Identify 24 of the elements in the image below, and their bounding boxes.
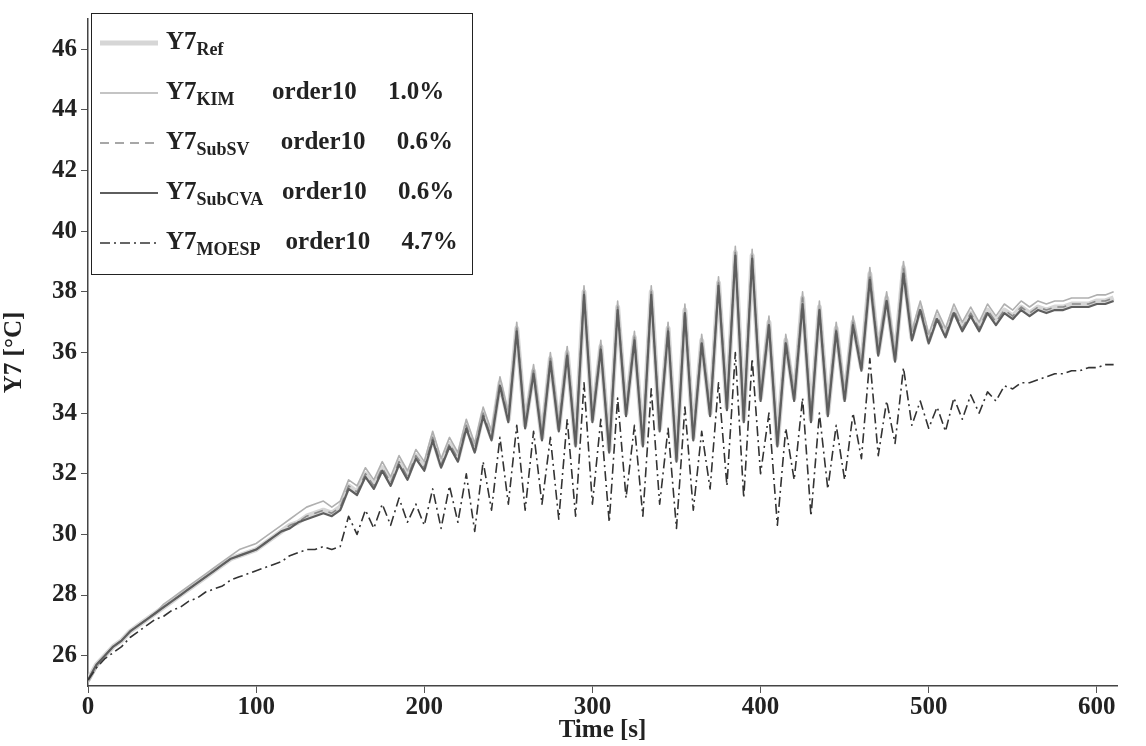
legend-label: Y7$_{SubCVA}$ order10 0.6%	[166, 176, 455, 210]
x-tick-label: 100	[237, 692, 275, 720]
y-tick-label: 46	[52, 33, 77, 61]
y-tick-label: 42	[52, 155, 77, 183]
y-tick-label: 40	[52, 215, 77, 243]
y-tick-label: 44	[52, 94, 78, 122]
y-tick-label: 30	[52, 518, 77, 546]
text: Y7$_{SubSV}$ order10 0.6%	[166, 126, 454, 159]
x-tick-label: 400	[741, 692, 780, 720]
y-tick-label: 38	[52, 276, 77, 304]
line-series	[88, 351, 1115, 681]
text: Y7$_{MOESP}$ order10 4.7%	[166, 226, 458, 259]
y-tick-label: 36	[52, 336, 77, 364]
legend-label: Y7$_{Ref}$	[166, 26, 224, 60]
x-tick-label: 200	[405, 692, 444, 720]
text: Y7$_{KIM}$ order10 1.0%	[166, 76, 445, 109]
y-tick-label: 28	[52, 579, 77, 607]
y-tick-label: 26	[52, 640, 77, 668]
y-tick-label: 34	[52, 397, 78, 425]
y-axis-title: Y7 [°C]	[0, 311, 27, 394]
x-tick-label: 500	[909, 692, 948, 720]
x-tick-label: 0	[81, 692, 95, 720]
x-tick-label: 600	[1078, 692, 1116, 720]
y-tick-label: 32	[52, 458, 77, 486]
